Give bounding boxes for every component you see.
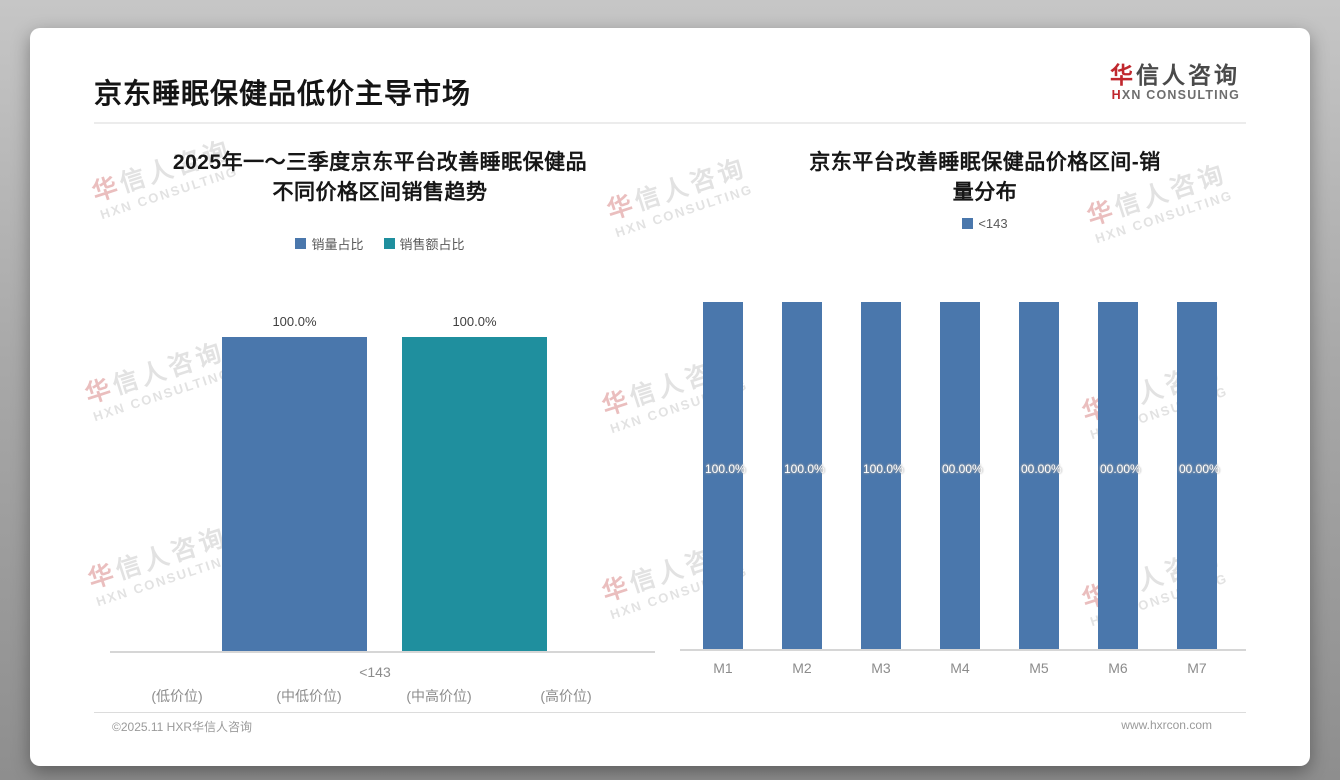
legend-label: 销售额占比 (399, 237, 465, 252)
right-chart-title-line2: 量分布 (952, 181, 1018, 204)
right-chart-tick-M1: M1 (713, 660, 733, 676)
legend-swatch-blue (962, 218, 974, 229)
brand-logo-cn-red: 华 (1110, 62, 1136, 88)
right-chart-tick-M7: M7 (1187, 660, 1207, 676)
right-chart-bar-M4 (940, 302, 980, 650)
left-chart-bar-volume (222, 337, 367, 652)
right-chart-bar-value-label: 00.00% (942, 462, 983, 476)
watermark: 华信人咨询 HXN CONSULTING (82, 337, 234, 425)
watermark-line2: HXN CONSULTING (94, 550, 236, 610)
footer-website: www.hxrcon.com (1121, 718, 1212, 732)
left-chart-tick-143: <143 (359, 664, 391, 680)
right-chart-legend: <143 (710, 216, 1260, 231)
left-chart-tick-midlow: (中低价位) (276, 688, 342, 704)
brand-logo-en-rest: XN CONSULTING (1121, 88, 1240, 103)
right-chart-bar-value-label: 00.00% (1100, 462, 1141, 476)
right-chart-bar-value-label: 100.0% (863, 462, 904, 476)
right-chart-bar-value-label: 100.0% (705, 462, 746, 476)
watermark-line1: 华信人咨询 (84, 522, 232, 595)
left-chart-tick-high: (高价位) (540, 688, 592, 704)
brand-logo: 华信人咨询 HXN CONSULTING (1110, 62, 1240, 103)
right-chart-bar-M1 (703, 302, 743, 650)
watermark: 华信人咨询 HXN CONSULTING (85, 522, 237, 610)
legend-swatch-blue (295, 238, 307, 249)
legend-label: 销量占比 (311, 237, 364, 252)
right-chart-tick-M6: M6 (1108, 660, 1128, 676)
brand-logo-cn: 华信人咨询 (1110, 62, 1240, 88)
legend-item-under-143: <143 (962, 216, 1008, 231)
right-chart-tick-M5: M5 (1029, 660, 1049, 676)
left-chart-tick-low: (低价位) (151, 688, 203, 704)
brand-logo-en-red: H (1111, 88, 1122, 103)
legend-item-sales-volume: 销量占比 (295, 234, 364, 253)
right-chart-bar-value-label: 00.00% (1021, 462, 1062, 476)
right-chart-bar-M5 (1019, 302, 1059, 650)
brand-logo-cn-rest: 信人咨询 (1136, 62, 1240, 88)
right-chart-x-axis (680, 649, 1246, 651)
right-chart-bar-M3 (861, 302, 901, 650)
right-chart-bar-value-label: 00.00% (1179, 462, 1220, 476)
slide-card: 华信人咨询 HXN CONSULTING 华信人咨询 HXN CONSULTING 华信… (30, 28, 1310, 766)
right-chart-bar-M7 (1177, 302, 1217, 650)
left-chart-title-line1: 2025年一～三季度京东平台改善睡眠保健品 (172, 151, 588, 174)
legend-item-sales-amount: 销售额占比 (383, 234, 465, 253)
right-chart-tick-M3: M3 (871, 660, 891, 676)
right-chart-tick-M4: M4 (950, 660, 970, 676)
footer-copyright: ©2025.11 HXR华信人咨询 (112, 720, 252, 734)
left-chart-bar-amount (402, 337, 547, 652)
left-bar2-value-label: 100.0% (452, 314, 497, 329)
left-chart-title-line2: 不同价格区间销售趋势 (272, 181, 488, 204)
title-underline (94, 122, 1246, 124)
legend-swatch-teal (383, 238, 395, 249)
left-bar1-value-label: 100.0% (272, 314, 317, 329)
left-chart-legend: 销量占比 销售额占比 (95, 234, 665, 253)
right-chart-bar-value-label: 100.0% (784, 462, 825, 476)
watermark-line2: HXN CONSULTING (91, 365, 233, 425)
left-chart-x-axis (110, 651, 655, 653)
right-chart-title-line1: 京东平台改善睡眠保健品价格区间-销 (809, 151, 1161, 174)
brand-logo-en: HXN CONSULTING (1110, 88, 1240, 102)
legend-label: <143 (978, 216, 1008, 231)
page-title: 京东睡眠保健品低价主导市场 (94, 78, 472, 109)
left-chart-tick-midhigh: (中高价位) (406, 688, 472, 704)
right-chart-tick-M2: M2 (792, 660, 812, 676)
right-chart-bar-M6 (1098, 302, 1138, 650)
watermark-line1: 华信人咨询 (81, 337, 229, 410)
footer-divider (94, 712, 1246, 713)
right-chart-bar-M2 (782, 302, 822, 650)
